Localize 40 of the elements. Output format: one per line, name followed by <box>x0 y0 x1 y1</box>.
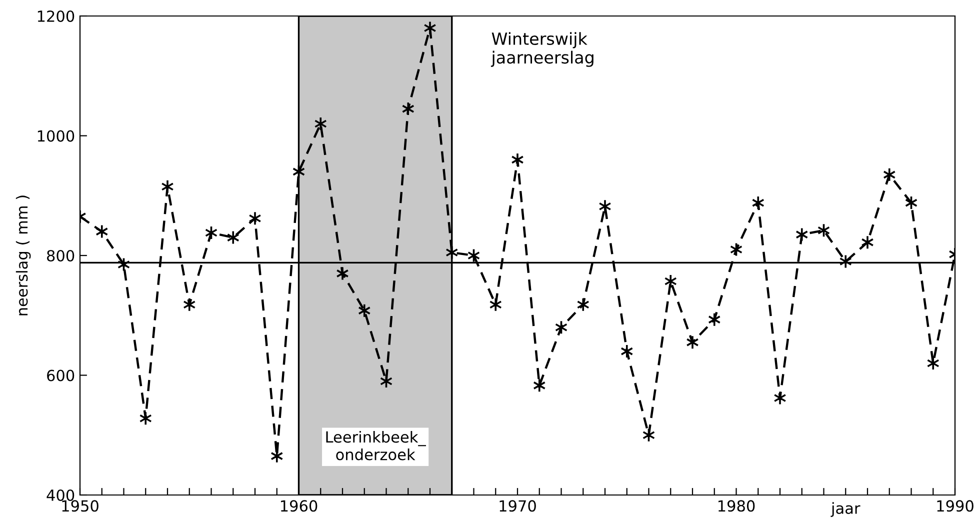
point <box>774 390 786 406</box>
y-tick-label: 1000 <box>38 130 74 142</box>
point <box>183 297 196 312</box>
point <box>796 227 808 242</box>
x-tick-label: 1960 <box>280 500 318 512</box>
point <box>248 211 262 226</box>
point <box>314 116 327 131</box>
point <box>336 266 349 281</box>
y-tick-label: 400 <box>46 489 74 502</box>
point <box>511 152 524 167</box>
point <box>708 312 721 327</box>
point <box>96 224 108 239</box>
point <box>424 20 436 36</box>
point <box>664 274 677 288</box>
point <box>226 230 240 245</box>
point <box>598 199 612 214</box>
y-tick-label: 600 <box>47 370 74 382</box>
y-tick-label: 800 <box>47 250 74 262</box>
y-tick-label: 1200 <box>38 10 74 22</box>
annotation: Winterswijk jaarneerslag <box>490 32 594 67</box>
x-tick-label: 1980 <box>718 500 755 512</box>
point <box>533 378 546 393</box>
band-label: Leerinkbeek_ onderzoek <box>326 430 426 460</box>
point <box>752 196 764 210</box>
point <box>489 297 502 312</box>
point <box>402 102 414 116</box>
x-tick-label: 1950 <box>62 500 98 512</box>
point <box>358 303 371 318</box>
x-tick-label: 1990 <box>937 500 974 512</box>
point <box>883 168 896 182</box>
y-axis-title: neerslag ( mm ) <box>16 196 31 316</box>
x-axis-title: jaar <box>830 502 860 517</box>
point <box>576 297 590 312</box>
point <box>926 356 940 370</box>
point <box>620 344 634 358</box>
point <box>161 179 174 194</box>
x-tick-label: 1970 <box>500 500 536 512</box>
point <box>446 245 458 260</box>
point <box>139 411 152 426</box>
point <box>839 254 852 269</box>
